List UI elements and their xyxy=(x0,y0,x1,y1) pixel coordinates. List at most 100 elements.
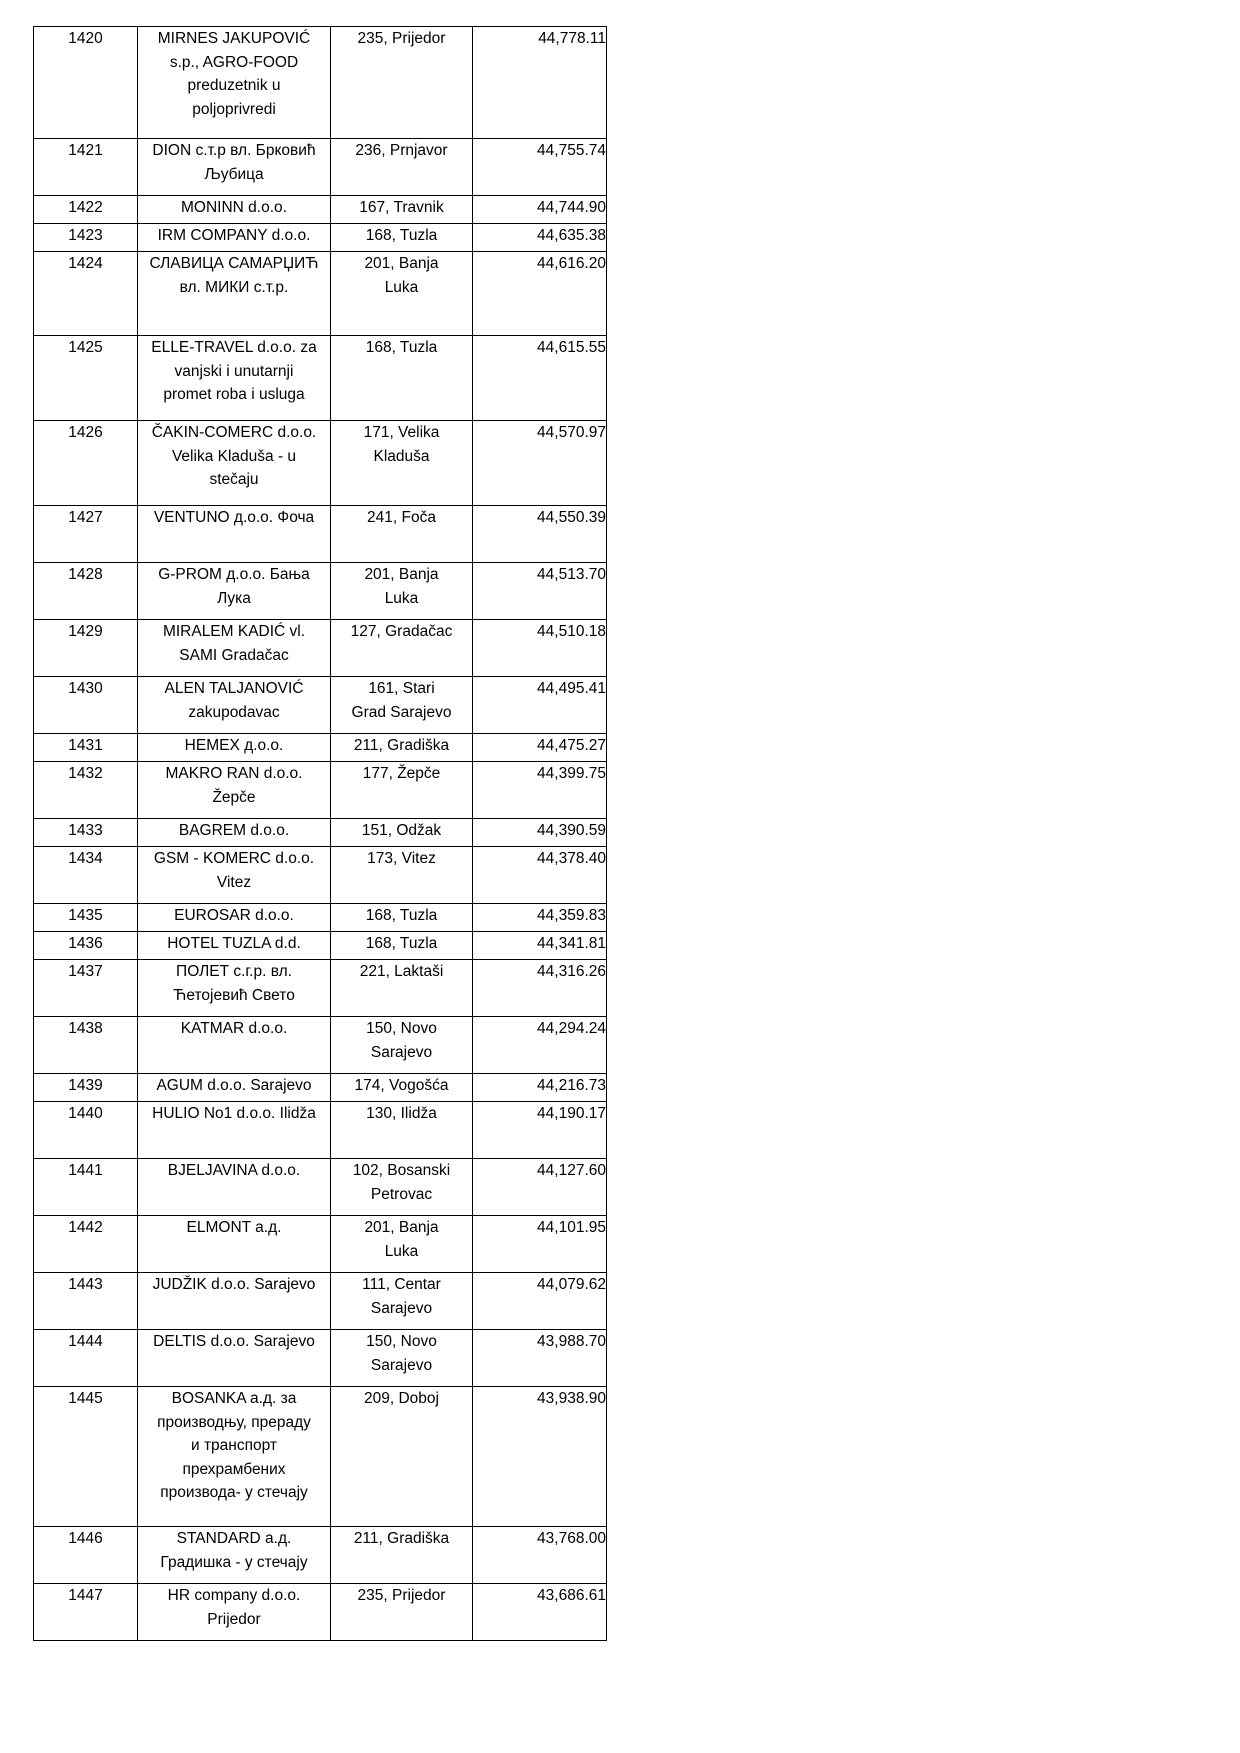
row-company-cell: BAGREM d.o.o. xyxy=(137,818,331,847)
company-name-line: Градишка - у стечају xyxy=(160,1553,308,1571)
municipality-line: 168, Tuzla xyxy=(365,935,438,952)
row-amount-cell: 44,378.40 xyxy=(472,846,607,904)
company-name-line: promet roba i usluga xyxy=(163,386,305,404)
row-municipality-cell: 127, Gradačac xyxy=(330,619,473,677)
row-rank-cell: 1420 xyxy=(33,26,138,139)
row-municipality-cell: 151, Odžak xyxy=(330,818,473,847)
company-name-line: Prijedor xyxy=(207,1610,261,1628)
company-name-line: IRM COMPANY d.o.o. xyxy=(157,227,311,244)
row-rank-cell: 1423 xyxy=(33,223,138,252)
row-rank-cell: 1446 xyxy=(33,1526,138,1584)
row-amount-cell: 44,341.81 xyxy=(472,931,607,960)
row-amount-cell: 44,475.27 xyxy=(472,733,607,762)
row-company-cell: HULIO No1 d.o.o. Ilidža xyxy=(137,1101,331,1159)
municipality-line: 150, Novo xyxy=(366,1333,437,1350)
municipality-line: 201, Banja xyxy=(364,1219,439,1236)
company-name-line: MONINN d.o.o. xyxy=(181,199,287,216)
municipality-line: 221, Laktaši xyxy=(359,963,444,980)
table-row: 1420 MIRNES JAKUPOVIĆ s.p., AGRO-FOOD predu… xyxy=(33,26,607,139)
municipality-line: 235, Prijedor xyxy=(357,1587,446,1604)
municipality-line: 177, Žepče xyxy=(362,765,441,782)
row-amount-cell: 43,938.90 xyxy=(472,1386,607,1527)
table-row: 1426 ČAKIN-COMERC d.o.o. Velika Kladuša - … xyxy=(33,420,607,506)
row-municipality-cell: 161, Stari Grad Sarajevo xyxy=(330,676,473,734)
row-amount-cell: 44,190.17 xyxy=(472,1101,607,1159)
row-company-cell: G-PROM д.о.о. Бања Лука xyxy=(137,562,331,620)
table-row: 1429 MIRALEM KADIĆ vl. SAMI Gradačac 127, G… xyxy=(33,619,607,677)
row-company-cell: KATMAR d.o.o. xyxy=(137,1016,331,1074)
row-company-cell: MONINN d.o.o. xyxy=(137,195,331,224)
row-company-cell: EUROSAR d.o.o. xyxy=(137,903,331,932)
row-rank-cell: 1421 xyxy=(33,138,138,196)
row-amount-cell: 43,768.00 xyxy=(472,1526,607,1584)
municipality-line: 211, Gradiška xyxy=(353,737,450,754)
company-name-line: Ћетојевић Свето xyxy=(173,986,295,1004)
municipality-line: 150, Novo xyxy=(366,1020,437,1037)
company-name-line: KATMAR d.o.o. xyxy=(180,1020,288,1037)
municipality-line: 168, Tuzla xyxy=(365,907,438,924)
company-name-line: MIRALEM KADIĆ vl. xyxy=(162,623,306,640)
row-amount-cell: 44,294.24 xyxy=(472,1016,607,1074)
row-municipality-cell: 235, Prijedor xyxy=(330,1583,473,1641)
company-name-line: JUDŽIK d.o.o. Sarajevo xyxy=(152,1276,316,1293)
company-name-line: EUROSAR d.o.o. xyxy=(174,907,294,924)
row-amount-cell: 44,079.62 xyxy=(472,1272,607,1330)
row-municipality-cell: 168, Tuzla xyxy=(330,223,473,252)
row-company-cell: СЛАВИЦА САМАРЏИЋ вл. МИКИ с.т.р. xyxy=(137,251,331,336)
company-name-line: ČAKIN-COMERC d.o.o. xyxy=(151,424,317,441)
row-company-cell: JUDŽIK d.o.o. Sarajevo xyxy=(137,1272,331,1330)
row-amount-cell: 44,616.20 xyxy=(472,251,607,336)
municipality-line: 168, Tuzla xyxy=(365,227,438,244)
table-row: 1421 DION с.т.р вл. Брковић Љубица 236, Prn… xyxy=(33,138,607,196)
table-row: 1447 HR company d.o.o. Prijedor 235, Prijed… xyxy=(33,1583,607,1641)
municipality-line: 211, Gradiška xyxy=(353,1530,450,1547)
table-row: 1441 BJELJAVINA d.o.o. 102, Bosanski Petrov… xyxy=(33,1158,607,1216)
company-name-line: DION с.т.р вл. Брковић xyxy=(152,142,316,159)
company-name-line: preduzetnik u xyxy=(187,77,281,95)
row-rank-cell: 1435 xyxy=(33,903,138,932)
company-name-line: BJELJAVINA d.o.o. xyxy=(167,1162,301,1179)
municipality-line: 236, Prnjavor xyxy=(355,142,448,159)
row-municipality-cell: 168, Tuzla xyxy=(330,903,473,932)
row-municipality-cell: 201, Banja Luka xyxy=(330,562,473,620)
row-municipality-cell: 236, Prnjavor xyxy=(330,138,473,196)
company-name-line: Žepče xyxy=(212,788,256,806)
row-company-cell: ČAKIN-COMERC d.o.o. Velika Kladuša - u ste… xyxy=(137,420,331,506)
row-rank-cell: 1438 xyxy=(33,1016,138,1074)
row-municipality-cell: 150, Novo Sarajevo xyxy=(330,1016,473,1074)
company-name-line: ПОЛЕТ с.г.р. вл. xyxy=(176,963,292,980)
row-rank-cell: 1432 xyxy=(33,761,138,819)
row-amount-cell: 44,635.38 xyxy=(472,223,607,252)
table-row: 1437 ПОЛЕТ с.г.р. вл. Ћетојевић Свето 221, … xyxy=(33,959,607,1017)
row-rank-cell: 1422 xyxy=(33,195,138,224)
row-municipality-cell: 235, Prijedor xyxy=(330,26,473,139)
company-name-line: ALEN TALJANOVIĆ xyxy=(164,680,304,697)
company-name-line: stečaju xyxy=(209,471,259,489)
row-rank-cell: 1424 xyxy=(33,251,138,336)
row-rank-cell: 1445 xyxy=(33,1386,138,1527)
municipality-line: 201, Banja xyxy=(364,255,439,272)
table-row: 1434 GSM - KOMERC d.o.o. Vitez 173, Vitez 44… xyxy=(33,846,607,904)
row-rank-cell: 1431 xyxy=(33,733,138,762)
table-row: 1428 G-PROM д.о.о. Бања Лука 201, Banja Luka… xyxy=(33,562,607,620)
table-row: 1445 BOSANKA а.д. за производњу, прераду и … xyxy=(33,1386,607,1527)
row-municipality-cell: 221, Laktaši xyxy=(330,959,473,1017)
company-name-line: BAGREM d.o.o. xyxy=(178,822,290,839)
row-municipality-cell: 241, Foča xyxy=(330,505,473,563)
row-amount-cell: 44,399.75 xyxy=(472,761,607,819)
row-amount-cell: 44,755.74 xyxy=(472,138,607,196)
table-body: 1420 MIRNES JAKUPOVIĆ s.p., AGRO-FOOD predu… xyxy=(33,26,607,1641)
municipality-line: 241, Foča xyxy=(367,509,436,526)
municipality-line: 151, Odžak xyxy=(361,822,442,839)
row-company-cell: GSM - KOMERC d.o.o. Vitez xyxy=(137,846,331,904)
row-company-cell: STANDARD а.д. Градишка - у стечају xyxy=(137,1526,331,1584)
municipality-line: Luka xyxy=(384,1242,419,1260)
row-company-cell: MIRALEM KADIĆ vl. SAMI Gradačac xyxy=(137,619,331,677)
row-municipality-cell: 177, Žepče xyxy=(330,761,473,819)
row-rank-cell: 1430 xyxy=(33,676,138,734)
company-name-line: ELMONT а.д. xyxy=(186,1219,282,1236)
municipality-line: 161, Stari xyxy=(368,680,435,697)
row-company-cell: ELLE-TRAVEL d.o.o. za vanjski i unutarnji… xyxy=(137,335,331,421)
company-name-line: Лука xyxy=(217,589,251,607)
municipality-line: 168, Tuzla xyxy=(365,339,438,356)
